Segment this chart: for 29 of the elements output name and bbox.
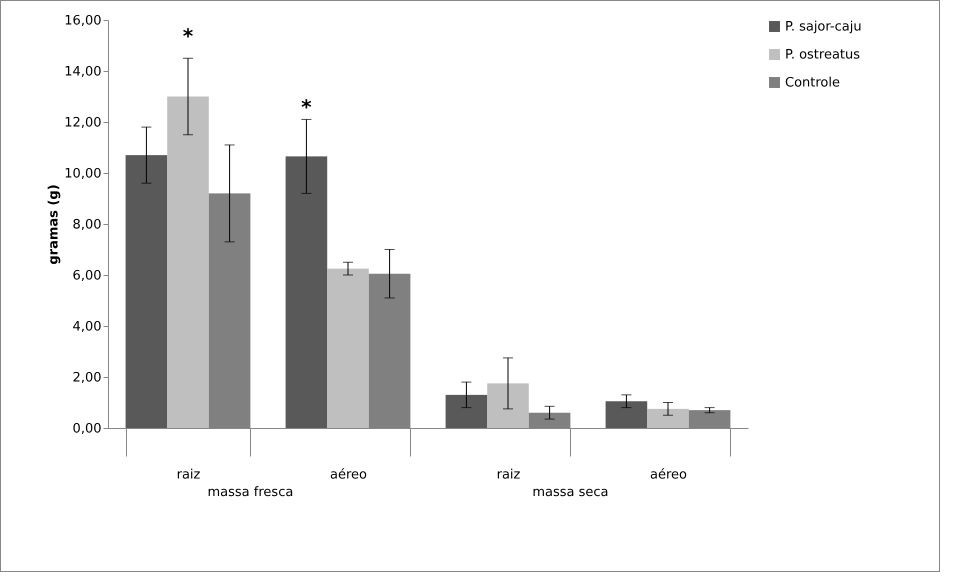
annotation: * <box>182 24 194 48</box>
bar <box>167 96 209 428</box>
x-tick-label: raiz <box>176 468 201 482</box>
bar <box>286 156 328 428</box>
bar <box>126 155 168 428</box>
y-tick-label: 14,00 <box>64 64 102 80</box>
x-tick-label: aéreo <box>330 468 368 482</box>
y-tick-label: 4,00 <box>72 320 102 334</box>
x-tick-label: raiz <box>496 468 521 482</box>
bar <box>327 268 369 428</box>
text: massa fresca <box>208 485 294 500</box>
y-tick-label: 10,00 <box>64 166 102 182</box>
y-tick-label: 16,00 <box>64 14 102 28</box>
y-axis-title: gramas (g) <box>46 184 62 265</box>
bar <box>647 408 689 428</box>
bar <box>446 394 488 428</box>
y-tick-label: 8,00 <box>72 218 102 232</box>
legend-label: P. sajor-caju <box>785 20 862 34</box>
y-tick-label: 0,00 <box>72 422 102 436</box>
y-tick-label: 12,00 <box>64 116 102 130</box>
annotation: * <box>301 95 312 119</box>
legend-label: Controle <box>785 76 840 90</box>
bar <box>606 401 648 428</box>
legend-label: P. ostreatus <box>785 48 860 62</box>
bar <box>487 383 529 428</box>
x-tick-label: aéreo <box>650 468 688 482</box>
y-tick-label: 6,00 <box>72 268 102 284</box>
text: massa seca <box>532 485 608 500</box>
y-tick-label: 2,00 <box>72 370 102 386</box>
